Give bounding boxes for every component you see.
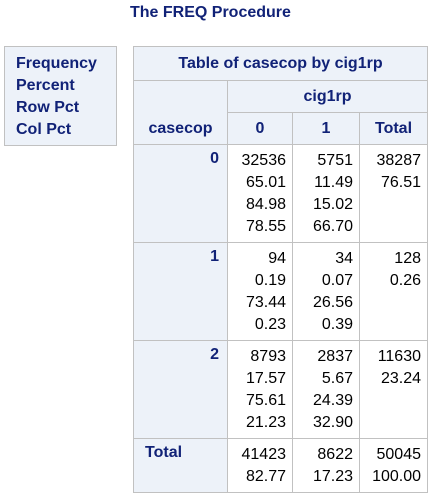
row-pct-value: 26.56 [312,294,353,311]
col-pct-value: 78.55 [245,218,286,235]
statistics-legend: Frequency Percent Row Pct Col Pct [4,46,117,146]
row-header: 1 [133,242,228,341]
table-cell: 5751 11.49 15.02 66.70 [292,144,360,243]
column-header-total: Total [359,112,428,145]
crosstab-table: Table of casecop by cig1rp casecop cig1r… [133,46,428,493]
row-pct-value: 24.39 [312,392,353,409]
percent-value: 17.23 [312,468,353,485]
frequency-value: 8622 [317,446,353,463]
row-header: 0 [133,144,228,243]
col-pct-value: 32.90 [312,414,353,431]
percent-value: 5.67 [321,370,353,387]
frequency-value: 2837 [317,348,353,365]
table-cell: 32536 65.01 84.98 78.55 [227,144,293,243]
frequency-value: 34 [335,250,353,267]
column-header-0: 0 [227,112,293,145]
row-pct-value: 73.44 [245,294,286,311]
percent-value: 82.77 [245,468,286,485]
percent-value: 0.07 [321,272,353,289]
frequency-value: 41423 [241,446,287,463]
table-row: 1 94 0.19 73.44 0.23 34 0.07 26.56 0.39 … [133,242,428,341]
col-pct-value: 66.70 [312,218,353,235]
legend-col-pct: Col Pct [16,121,72,138]
frequency-value: 50045 [376,446,422,463]
table-cell: 41423 82.77 [227,438,293,493]
table-row: 2 8793 17.57 75.61 21.23 2837 5.67 24.39… [133,340,428,439]
table-cell-total: 50045 100.00 [359,438,428,493]
frequency-value: 128 [394,250,421,267]
table-cell-total: 11630 23.24 [359,340,428,439]
frequency-value: 94 [268,250,286,267]
column-variable-header: cig1rp [227,80,428,113]
table-cell: 8622 17.23 [292,438,360,493]
procedure-title: The FREQ Procedure [130,4,291,21]
percent-value: 65.01 [245,174,286,191]
col-pct-value: 0.23 [254,316,286,333]
legend-percent: Percent [16,77,75,94]
row-pct-value: 84.98 [245,196,286,213]
col-pct-value: 21.23 [245,414,286,431]
legend-row-pct: Row Pct [16,99,80,116]
percent-value: 23.24 [380,370,421,387]
frequency-value: 5751 [317,152,353,169]
total-row-header: Total [133,438,228,493]
total-row: Total 41423 82.77 8622 17.23 50045 100.0… [133,438,428,493]
col-pct-value: 0.39 [321,316,353,333]
row-variable-header: casecop [133,80,228,145]
table-cell: 34 0.07 26.56 0.39 [292,242,360,341]
row-pct-value: 15.02 [312,196,353,213]
table-cell: 8793 17.57 75.61 21.23 [227,340,293,439]
percent-value: 17.57 [245,370,286,387]
table-cell-total: 38287 76.51 [359,144,428,243]
row-header: 2 [133,340,228,439]
frequency-value: 32536 [241,152,287,169]
legend-frequency: Frequency [16,55,97,72]
column-header-1: 1 [292,112,360,145]
table-cell: 2837 5.67 24.39 32.90 [292,340,360,439]
frequency-value: 38287 [376,152,422,169]
percent-value: 76.51 [380,174,421,191]
percent-value: 100.00 [372,468,421,485]
table-title: Table of casecop by cig1rp [133,46,428,81]
table-cell-total: 128 0.26 [359,242,428,341]
percent-value: 11.49 [314,174,353,191]
row-pct-value: 75.61 [245,392,286,409]
percent-value: 0.26 [389,272,421,289]
frequency-value: 11630 [377,348,421,365]
percent-value: 0.19 [254,272,286,289]
table-row: 0 32536 65.01 84.98 78.55 5751 11.49 15.… [133,144,428,243]
frequency-value: 8793 [250,348,286,365]
table-cell: 94 0.19 73.44 0.23 [227,242,293,341]
